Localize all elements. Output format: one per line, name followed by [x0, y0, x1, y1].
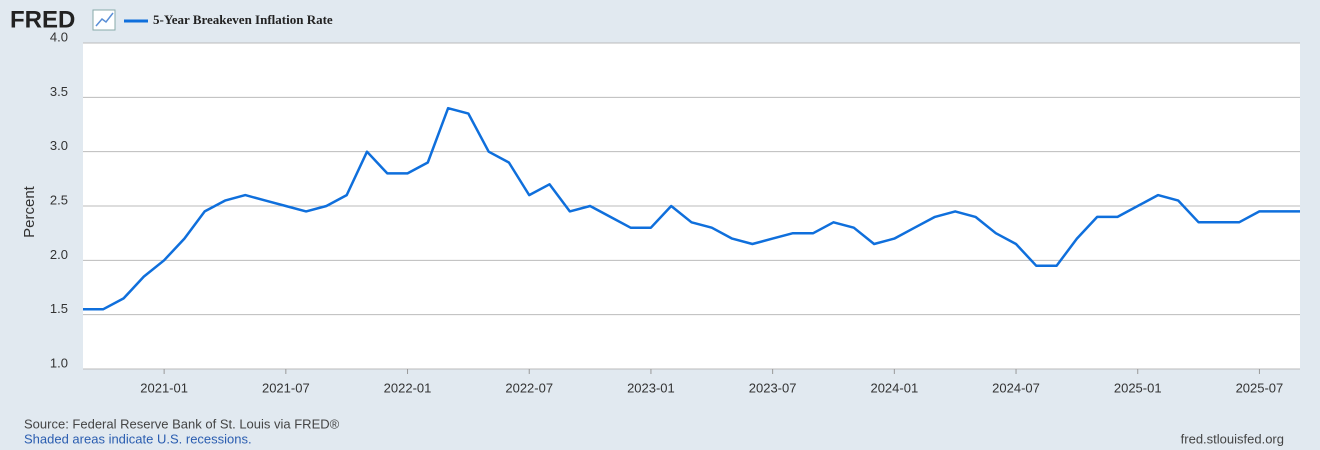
y-tick-label: 1.0 [50, 355, 68, 370]
x-tick-label: 2025-07 [1236, 380, 1284, 395]
source: Source: Federal Reserve Bank of St. Loui… [24, 416, 340, 431]
y-tick-label: 2.5 [50, 192, 68, 207]
x-tick-label: 2021-07 [262, 380, 310, 395]
x-tick-label: 2025-01 [1114, 380, 1162, 395]
logo-icon [92, 9, 116, 31]
x-tick-label: 2024-07 [992, 380, 1040, 395]
y-tick-label: 3.0 [50, 138, 68, 153]
logo: FRED [10, 6, 75, 33]
y-tick-label: 3.5 [50, 84, 68, 99]
series-line [83, 106, 1300, 311]
x-tick-label: 2022-07 [505, 380, 553, 395]
x-tick-label: 2022-01 [384, 380, 432, 395]
x-tick-label: 2024-01 [870, 380, 918, 395]
y-axis-title: Percent [21, 185, 38, 238]
y-tick-label: 4.0 [50, 29, 68, 44]
y-tick-label: 1.5 [50, 301, 68, 316]
recession-note: Shaded areas indicate U.S. recessions. [24, 431, 252, 446]
x-tick-label: 2023-07 [749, 380, 797, 395]
legend-label: 5-Year Breakeven Inflation Rate [153, 12, 333, 27]
y-tick-label: 2.0 [50, 247, 68, 262]
site-url: fred.stlouisfed.org [1181, 431, 1284, 446]
x-tick-label: 2023-01 [627, 380, 675, 395]
x-tick-label: 2021-01 [140, 380, 188, 395]
